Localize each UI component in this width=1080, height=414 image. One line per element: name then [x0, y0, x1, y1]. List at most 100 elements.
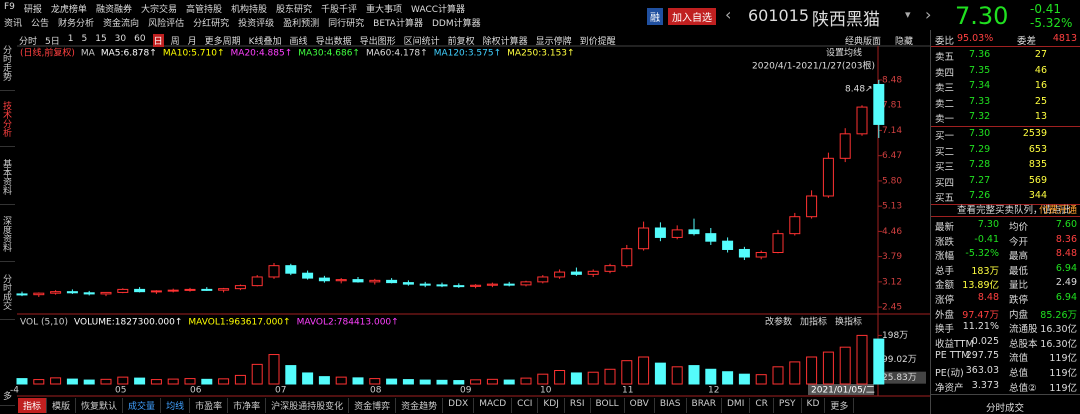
- value: 119亿: [1049, 368, 1077, 379]
- side-tab[interactable]: 分时走势: [0, 36, 15, 91]
- menu-item[interactable]: 资金流向: [103, 19, 140, 29]
- toolbar-item[interactable]: 5日: [45, 37, 60, 47]
- indicator-tab[interactable]: 均线: [161, 398, 191, 413]
- indicator-tab[interactable]: RSI: [565, 398, 591, 413]
- panel-button[interactable]: 加指标: [800, 316, 827, 328]
- queue-link[interactable]: 付费开通: [1038, 205, 1077, 216]
- indicator-tab[interactable]: PSY: [774, 398, 802, 413]
- volume-bar: [587, 371, 599, 385]
- candle-body: [100, 291, 112, 295]
- menu-item[interactable]: DDM计算器: [431, 19, 481, 29]
- menu-item[interactable]: 风险评估: [148, 19, 185, 29]
- toolbar-item[interactable]: 更多周期: [204, 37, 241, 47]
- toolbar-item[interactable]: 30: [114, 34, 127, 44]
- indicator-tab[interactable]: CCI: [512, 398, 539, 413]
- indicator-tab[interactable]: BOLL: [591, 398, 625, 413]
- indicator-tab[interactable]: BIAS: [655, 398, 687, 413]
- high-label: 8.48↗: [845, 85, 873, 95]
- indicator-tab[interactable]: 市盈率: [190, 398, 229, 413]
- dropdown[interactable]: ▾: [905, 8, 911, 21]
- menu-item[interactable]: BETA计算器: [373, 19, 423, 29]
- toolbar-item[interactable]: 到价提醒: [579, 37, 616, 47]
- indicator-tab[interactable]: 指标: [18, 398, 48, 413]
- toolbar-item[interactable]: 前复权: [447, 37, 475, 47]
- toolbar-item[interactable]: 月: [187, 37, 197, 47]
- toolbar-item[interactable]: 60: [134, 34, 146, 44]
- toolbar-item[interactable]: 1: [67, 34, 74, 44]
- panel-button[interactable]: 换指标: [835, 316, 862, 328]
- indicator-tab[interactable]: BRAR: [687, 398, 722, 413]
- menu-item[interactable]: 资讯: [4, 19, 23, 29]
- toolbar-item[interactable]: 除权计算器: [482, 37, 528, 47]
- side-tab[interactable]: 技术分析: [0, 92, 15, 147]
- side-tab[interactable]: 多: [0, 385, 15, 406]
- side-tab[interactable]: 基本资料: [0, 150, 15, 205]
- indicator-tab[interactable]: 恢复默认: [76, 398, 124, 413]
- toolbar-item[interactable]: 日: [152, 34, 164, 47]
- prev-arrow[interactable]: ‹: [725, 5, 732, 24]
- menu-item[interactable]: 融资融券: [95, 5, 132, 15]
- indicator-tab[interactable]: 资金趋势: [396, 398, 444, 413]
- toolbar-item[interactable]: 区间统计: [403, 37, 440, 47]
- menu-item[interactable]: F9: [4, 2, 15, 12]
- menu-item[interactable]: 分红研究: [193, 19, 230, 29]
- toolbar-item[interactable]: 经典版面: [845, 37, 882, 47]
- toolbar-item[interactable]: K线叠加: [248, 37, 282, 47]
- footer-tab[interactable]: 分时成交: [986, 403, 1025, 414]
- indicator-tab[interactable]: DMI: [722, 398, 751, 413]
- indicator-tab[interactable]: 模版: [47, 398, 77, 413]
- indicator-tab[interactable]: 资金博弈: [349, 398, 397, 413]
- menu-item[interactable]: WACC计算器: [411, 5, 466, 15]
- label: 总值②: [1009, 382, 1037, 394]
- indicator-tab[interactable]: 沪深股通持股变化: [266, 398, 350, 413]
- value: 8.36: [1055, 233, 1077, 245]
- side-tab[interactable]: 深度资料: [0, 207, 15, 262]
- label: 卖三: [935, 83, 955, 94]
- toolbar-item[interactable]: 15: [95, 34, 107, 44]
- menu-item[interactable]: 财务分析: [58, 19, 95, 29]
- toolbar-item[interactable]: 显示停牌: [535, 37, 572, 47]
- indicator-tab[interactable]: KDJ: [538, 398, 565, 413]
- toolbar-item[interactable]: 隐藏: [895, 37, 914, 47]
- label: 委差: [1017, 36, 1037, 47]
- legend-item: MA5:6.878↑: [101, 49, 157, 59]
- menu-item[interactable]: 公告: [31, 19, 50, 29]
- indicator-tab[interactable]: DDX: [443, 398, 475, 413]
- menu-item[interactable]: 龙虎榜单: [50, 5, 87, 15]
- toolbar-item[interactable]: 5: [81, 34, 88, 44]
- indicator-tab[interactable]: KD: [802, 398, 826, 413]
- candle-body: [251, 276, 263, 287]
- candle-body: [302, 272, 314, 279]
- indicator-tab[interactable]: OBV: [625, 398, 655, 413]
- menu-item[interactable]: 投资评级: [238, 19, 275, 29]
- menu-item[interactable]: 高管持股: [185, 5, 222, 15]
- menu-item[interactable]: 股东研究: [276, 5, 313, 15]
- panel-button[interactable]: 改参数: [765, 316, 792, 328]
- menu-item[interactable]: 机构持股: [230, 5, 267, 15]
- legend-item: MA: [81, 49, 96, 59]
- toolbar-item[interactable]: 导出数据: [315, 37, 352, 47]
- indicator-tab[interactable]: CR: [750, 398, 774, 413]
- menu-item[interactable]: 研报: [23, 5, 42, 15]
- menu-item[interactable]: 同行研究: [328, 19, 365, 29]
- candle-body: [117, 288, 129, 293]
- indicator-tab[interactable]: 更多: [825, 398, 855, 413]
- indicator-tab[interactable]: 成交量: [123, 398, 162, 413]
- menu-item[interactable]: 大宗交易: [140, 5, 177, 15]
- quantity: 46: [1034, 64, 1047, 76]
- volume-bar: [470, 379, 482, 385]
- indicator-tab[interactable]: MACD: [474, 398, 513, 413]
- add-button[interactable]: 加入自选: [668, 8, 716, 25]
- candle-body: [503, 283, 515, 286]
- toolbar-item[interactable]: 导出图形: [359, 37, 396, 47]
- menu-item[interactable]: 重大事项: [366, 5, 403, 15]
- menu-item[interactable]: 盈利预测: [283, 19, 320, 29]
- toolbar-item[interactable]: 分时: [19, 37, 38, 47]
- toolbar-item[interactable]: 周: [170, 37, 180, 47]
- side-tab[interactable]: 分时成交: [0, 265, 15, 320]
- next-arrow[interactable]: ›: [925, 5, 932, 24]
- candle-body: [386, 279, 398, 284]
- toolbar-item[interactable]: 画线: [289, 37, 308, 47]
- menu-item[interactable]: 千股千评: [321, 5, 358, 15]
- indicator-tab[interactable]: 市净率: [228, 398, 267, 413]
